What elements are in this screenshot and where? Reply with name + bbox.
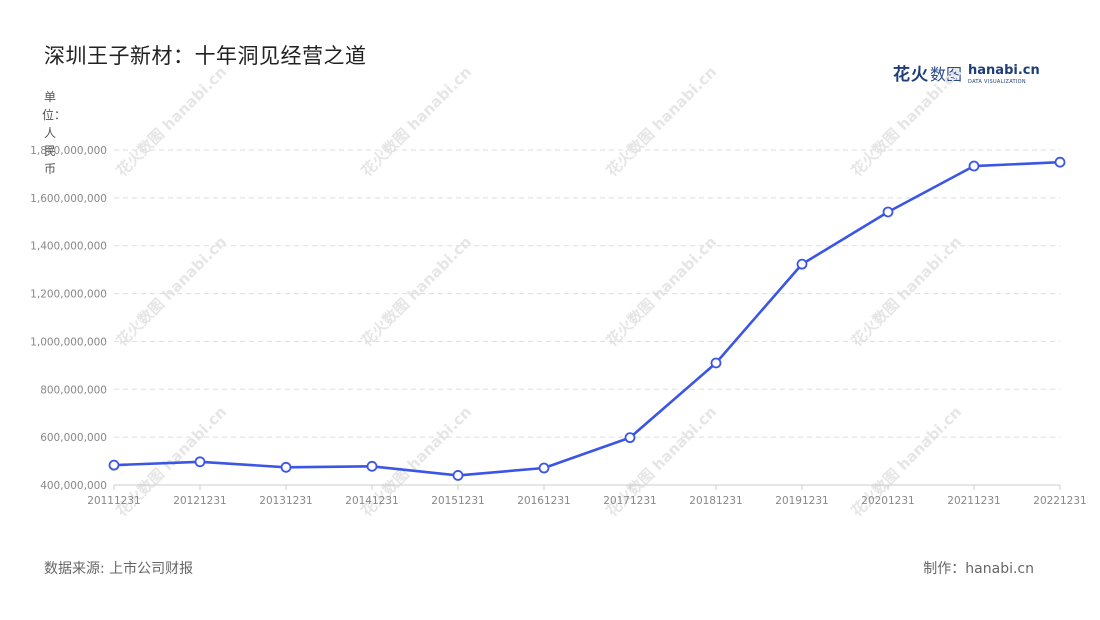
series-layer [108, 156, 1066, 481]
data-point [882, 206, 894, 218]
data-point [194, 456, 206, 468]
x-tick-label: 20111231 [87, 495, 140, 507]
logo-cn-light: 数图 [930, 65, 963, 84]
x-tick-label: 20191231 [775, 495, 828, 507]
watermark-text: 花火数图 hanabi.cn [358, 63, 475, 180]
x-tick-label: 20161231 [517, 495, 570, 507]
x-tick-label: 20141231 [345, 495, 398, 507]
brand-logo: 花火 数图 hanabi.cn DATA VISUALIZATION [893, 60, 1040, 85]
y-tick-label: 1,800,000,000 [30, 145, 107, 157]
data-point [1054, 156, 1066, 168]
y-tick-label: 1,000,000,000 [30, 336, 107, 348]
x-tick-label: 20121231 [173, 495, 226, 507]
watermark-text: 花火数图 hanabi.cn [848, 233, 965, 350]
x-tick-label: 20171231 [603, 495, 656, 507]
y-tick-label: 400,000,000 [40, 480, 107, 492]
watermark-text: 花火数图 hanabi.cn [358, 233, 475, 350]
y-tick-label: 1,600,000,000 [30, 193, 107, 205]
series-line [113, 160, 1061, 477]
data-point [624, 432, 636, 444]
y-tick-label: 1,200,000,000 [30, 289, 107, 301]
data-point [280, 461, 292, 473]
data-point [710, 357, 722, 369]
grid-layer [114, 149, 1060, 438]
chart-title: 深圳王子新材：十年洞见经营之道 [44, 44, 367, 68]
logo-cn-bold: 花火 [893, 65, 929, 85]
watermark-text: 花火数图 hanabi.cn [603, 63, 720, 180]
x-tick-label: 20221231 [1033, 495, 1086, 507]
data-point [452, 470, 464, 481]
watermark-text: 花火数图 hanabi.cn [848, 63, 965, 180]
x-tick-label: 20151231 [431, 495, 484, 507]
data-point [538, 462, 550, 474]
x-tick-label: 20201231 [861, 495, 914, 507]
logo-en: hanabi.cn [968, 63, 1040, 78]
data-point [968, 160, 980, 172]
watermark-text: 花火数图 hanabi.cn [603, 233, 720, 350]
x-tick-label: 20181231 [689, 495, 742, 507]
logo-en-block: hanabi.cn DATA VISUALIZATION [968, 63, 1040, 85]
data-point [366, 460, 378, 472]
x-tick-label: 20131231 [259, 495, 312, 507]
data-point [796, 258, 808, 270]
y-axis-unit-label: 单位：人民币 [42, 90, 67, 176]
watermark-layer: 花火数图 hanabi.cn 花火数图 hanabi.cn 花火数图 hanabi.… [113, 63, 965, 520]
watermark-text: 花火数图 hanabi.cn [113, 233, 230, 350]
data-source-note: 数据来源: 上市公司财报 [44, 561, 194, 577]
logo-sub: DATA VISUALIZATION [968, 79, 1026, 85]
x-tick-label: 20211231 [947, 495, 1000, 507]
data-point [108, 459, 120, 471]
y-tick-label: 800,000,000 [40, 384, 107, 396]
y-tick-label: 600,000,000 [40, 432, 107, 444]
axes-layer: 400,000,000 600,000,000 800,000,000 1,000,0… [30, 145, 1087, 507]
watermark-text: 花火数图 hanabi.cn [113, 63, 230, 180]
y-tick-label: 1,400,000,000 [30, 241, 107, 253]
maker-credit: 制作：hanabi.cn [923, 561, 1034, 577]
